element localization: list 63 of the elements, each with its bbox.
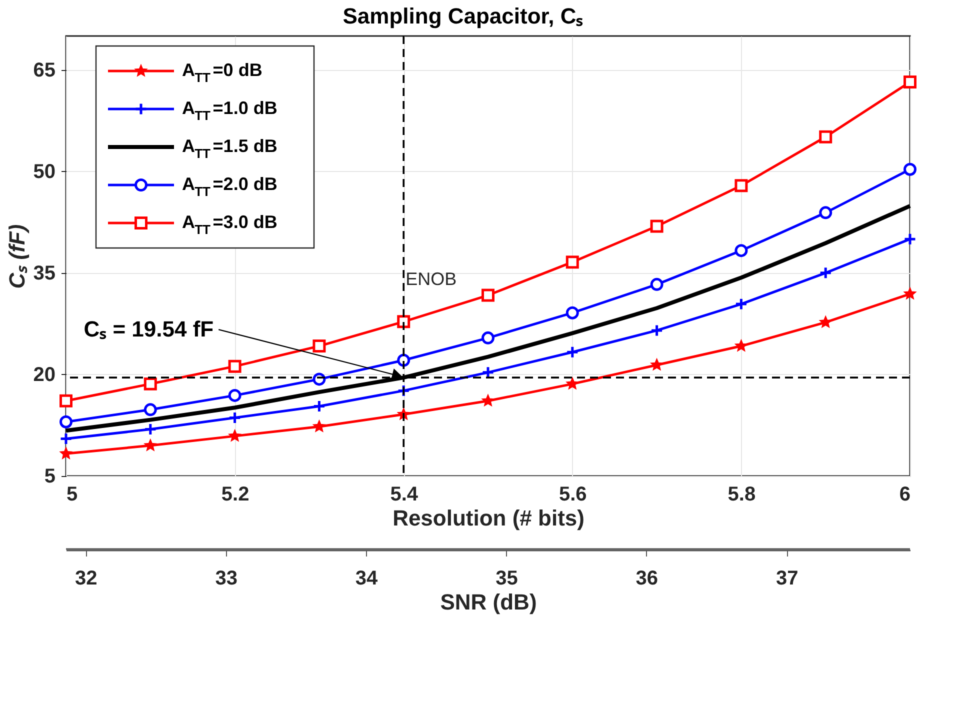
y-axis-title: Cₛ (fF) [4, 224, 30, 289]
x-tick-label: 5 [66, 484, 78, 506]
point [229, 430, 241, 442]
y-tick-label: 35 [33, 262, 56, 284]
x-tick-label: 5.4 [390, 484, 419, 506]
point [144, 422, 157, 436]
point [650, 220, 664, 233]
point [819, 130, 832, 144]
point [819, 206, 832, 220]
point [904, 76, 916, 89]
point [651, 358, 663, 370]
point [228, 388, 242, 402]
point [650, 324, 664, 337]
point [566, 378, 578, 389]
y-tick-label: 50 [33, 160, 56, 183]
y-tick-label: 65 [33, 59, 56, 82]
point [228, 411, 242, 424]
point [482, 288, 494, 302]
point [144, 403, 157, 416]
point [734, 298, 748, 311]
point [819, 266, 832, 280]
point [650, 278, 664, 291]
point [60, 448, 72, 459]
x-tick-label: 5.2 [221, 484, 250, 506]
point [482, 366, 494, 379]
point [397, 315, 410, 328]
ref-line-label: ENOB [406, 269, 457, 289]
x-axis-title: Resolution (# bits) [392, 506, 584, 530]
point [144, 440, 156, 451]
point [566, 346, 579, 359]
point [228, 360, 242, 373]
point [60, 432, 72, 446]
y-tick-label: 20 [33, 364, 56, 386]
x-tick-label: 6 [899, 484, 910, 506]
point [566, 306, 579, 320]
point [482, 394, 494, 406]
point [566, 256, 579, 269]
point [312, 400, 326, 413]
point [482, 331, 494, 344]
point [904, 232, 916, 246]
point [60, 415, 72, 428]
x2-axis-title: SNR (dB) [440, 590, 537, 614]
point [60, 394, 72, 408]
x-tick-label: 5.8 [728, 484, 756, 506]
point [820, 316, 832, 328]
point [735, 340, 747, 352]
point [313, 420, 325, 432]
x-tick-label: 5.6 [558, 484, 587, 506]
x2-tick-label: 37 [776, 568, 798, 590]
x2-tick-label: 32 [75, 568, 98, 590]
point [734, 179, 748, 192]
point [144, 377, 157, 390]
x2-tick-label: 35 [496, 568, 518, 590]
annotation: Cₛ = 19.54 fF [84, 316, 214, 342]
x2-tick-label: 33 [215, 568, 238, 590]
y-tick-label: 5 [44, 466, 56, 488]
point [312, 340, 326, 353]
point [904, 288, 916, 299]
point [904, 162, 916, 176]
chart-title: Sampling Capacitor, Cₛ [342, 3, 584, 28]
point [734, 244, 748, 258]
x2-tick-label: 34 [355, 568, 379, 590]
x2-tick-label: 36 [636, 568, 658, 590]
